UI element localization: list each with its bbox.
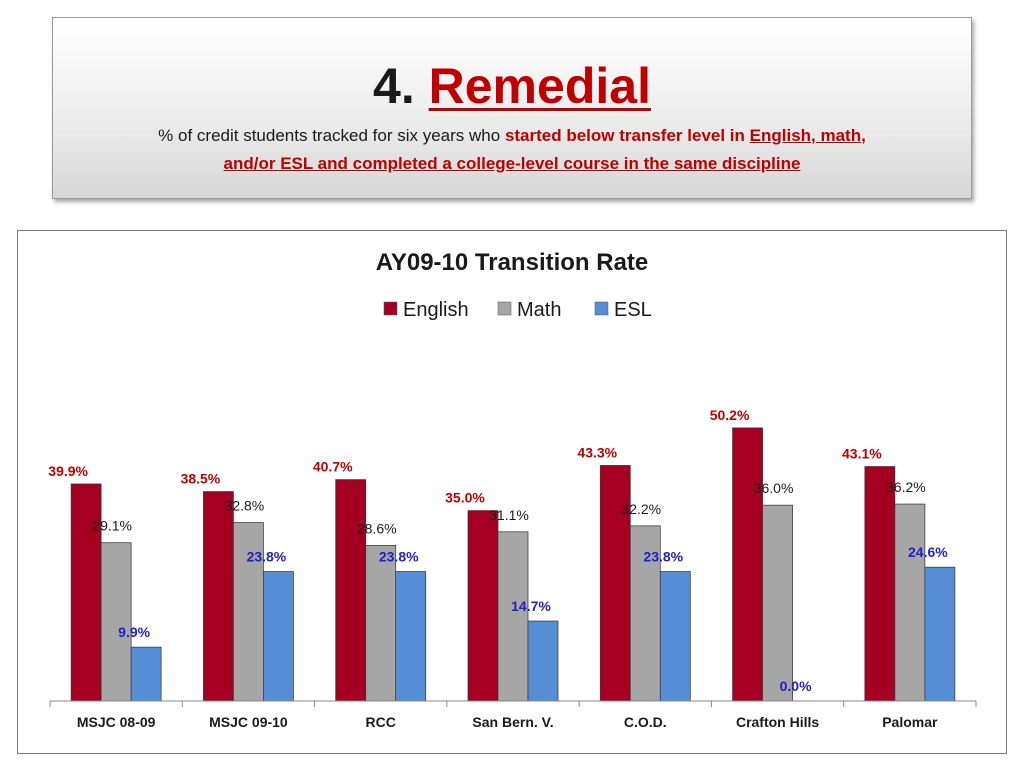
data-label-math: 36.2%	[886, 479, 926, 495]
bar-chart: AY09-10 Transition Rate English Math ESL M…	[48, 249, 977, 730]
bar-math	[762, 504, 793, 702]
bar-esl	[659, 571, 691, 702]
data-label-english: 35.0%	[445, 490, 485, 506]
slide-title-number: 4.	[373, 58, 415, 114]
bar-math	[629, 525, 661, 702]
bar-math	[365, 545, 397, 702]
bar-english	[599, 465, 631, 702]
data-label-esl: 23.8%	[379, 549, 419, 565]
legend-swatch-math	[497, 301, 512, 316]
chart-x-axis: MSJC 08-09 MSJC 09-10 RCC San Bern. V. C.O.D…	[49, 700, 977, 730]
chart-title: AY09-10 Transition Rate	[376, 249, 649, 276]
data-label-math: 32.2%	[621, 501, 661, 517]
bar-english	[467, 510, 499, 702]
category-label: Palomar	[882, 714, 938, 730]
slide-header-box: 4. Remedial % of credit students tracked…	[52, 17, 972, 199]
bar-esl	[924, 566, 956, 702]
bar-esl	[130, 646, 162, 702]
data-label-math: 32.8%	[225, 498, 265, 514]
bar-english	[732, 427, 763, 702]
legend-label-math: Math	[517, 299, 561, 321]
bar-english	[70, 483, 102, 702]
data-label-math: 31.1%	[489, 507, 529, 523]
category-label: MSJC 09-10	[209, 714, 288, 730]
chart-legend: English Math ESL	[383, 299, 652, 321]
chart-data-labels: 39.9% 29.1% 9.9% 38.5%32.8% 23.8% 40.7% 28.6% 2…	[48, 407, 948, 694]
data-label-esl: 14.7%	[511, 598, 551, 614]
data-label-esl: 9.9%	[118, 624, 150, 640]
data-label-math: 29.1%	[92, 518, 132, 534]
category-label: RCC	[366, 714, 396, 730]
subtitle-underlined-2: and/or ESL and completed a college-level…	[223, 154, 801, 173]
data-label-math: 28.6%	[357, 520, 397, 536]
subtitle-plain: % of credit students tracked for six yea…	[158, 126, 505, 145]
data-label-english: 39.9%	[48, 463, 88, 479]
subtitle-underlined-1: English, math,	[749, 126, 866, 145]
data-label-esl: 0.0%	[780, 678, 812, 694]
bar-math	[100, 542, 132, 702]
bar-english	[864, 466, 896, 702]
data-label-esl: 23.8%	[247, 549, 287, 565]
data-label-esl: 23.8%	[643, 549, 683, 565]
category-label: Crafton Hills	[736, 714, 819, 730]
slide-title: 4. Remedial	[53, 56, 971, 116]
chart-bars	[70, 427, 956, 702]
bar-math	[894, 503, 926, 702]
slide-title-word: Remedial	[428, 58, 651, 114]
slide-subtitle: % of credit students tracked for six yea…	[73, 122, 951, 178]
bar-esl	[395, 571, 427, 702]
legend-swatch-english	[383, 301, 398, 316]
bar-esl	[527, 620, 559, 702]
category-label: C.O.D.	[624, 714, 667, 730]
bar-esl	[263, 571, 294, 702]
category-label: San Bern. V.	[472, 714, 553, 730]
legend-label-esl: ESL	[614, 299, 652, 321]
category-label: MSJC 08-09	[77, 714, 156, 730]
data-label-english: 50.2%	[710, 407, 750, 423]
bar-math	[497, 531, 529, 702]
data-label-english: 43.1%	[842, 446, 882, 462]
bar-english	[335, 479, 367, 702]
data-label-esl: 24.6%	[908, 544, 948, 560]
chart-frame: AY09-10 Transition Rate English Math ESL M…	[17, 230, 1007, 754]
subtitle-highlight: started below transfer level in	[504, 126, 750, 145]
legend-label-english: English	[403, 299, 469, 321]
bar-english	[203, 491, 234, 702]
data-label-english: 38.5%	[181, 471, 221, 487]
bar-math	[233, 522, 264, 702]
legend-swatch-esl	[594, 301, 609, 316]
data-label-english: 43.3%	[577, 444, 617, 460]
data-label-english: 40.7%	[313, 459, 353, 475]
data-label-math: 36.0%	[754, 480, 794, 496]
